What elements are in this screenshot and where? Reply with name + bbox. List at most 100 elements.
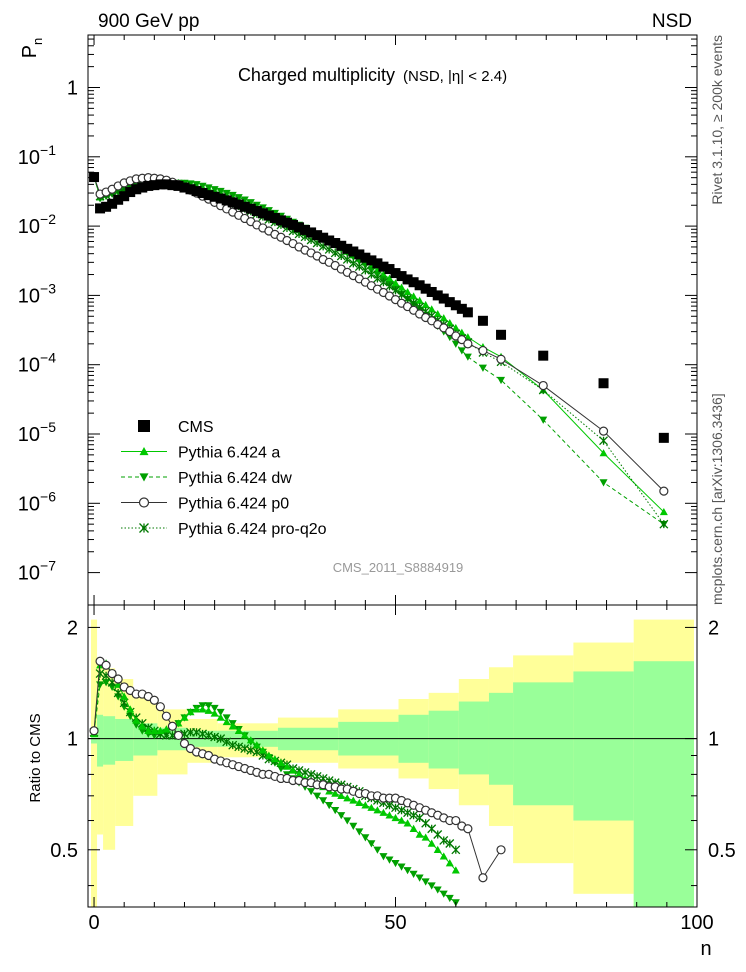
data-point: [367, 840, 376, 848]
total-uncertainty-band: [91, 619, 98, 907]
data-point: [372, 274, 382, 284]
data-point: [216, 713, 225, 721]
y-tick-label: 10−3: [18, 280, 56, 307]
data-point: [397, 283, 406, 291]
data-point: [179, 738, 190, 749]
data-point: [144, 726, 153, 734]
data-point: [361, 801, 370, 809]
data-point: [198, 182, 207, 190]
ratio-y-tick-label: 2: [67, 617, 78, 639]
data-point: [120, 692, 129, 700]
data-point: [330, 238, 341, 249]
y-tick-exponent: −5: [40, 419, 56, 435]
data-point: [409, 292, 418, 300]
data-point: [378, 261, 389, 272]
data-point: [240, 744, 250, 753]
data-point: [463, 353, 472, 361]
data-point: [439, 852, 448, 860]
data-point: [538, 350, 549, 361]
data-point: [342, 255, 352, 264]
data-point: [659, 519, 669, 529]
data-point: [343, 794, 352, 802]
data-point: [275, 215, 286, 226]
data-point: [125, 187, 136, 198]
data-point: [234, 726, 243, 734]
data-point: [349, 796, 358, 804]
y-tick-label: 1: [67, 78, 78, 100]
stat-uncertainty-band: [513, 682, 574, 806]
data-point: [150, 732, 159, 740]
data-point: [246, 736, 255, 744]
data-point: [337, 791, 346, 800]
data-point: [186, 708, 195, 716]
bottom-panel: 0.5 0.5 1 1 2 2 0 50 100 Ratio to CMS n: [27, 604, 736, 960]
data-point: [462, 307, 473, 318]
data-point: [138, 722, 147, 730]
data-point: [138, 497, 150, 508]
data-point: [263, 210, 274, 221]
data-point: [373, 806, 382, 814]
data-point: [385, 811, 394, 819]
legend-label: CMS: [178, 419, 214, 436]
data-point: [354, 262, 364, 272]
legend-label: Pythia 6.424 p0: [178, 496, 289, 513]
data-point: [325, 802, 334, 810]
data-point: [204, 706, 213, 714]
data-point: [331, 789, 340, 797]
ratio-y-tick-label-right: 1: [708, 729, 719, 751]
data-point: [257, 208, 268, 219]
data-point: [439, 890, 448, 898]
data-point: [658, 432, 669, 443]
data-point: [659, 507, 668, 516]
data-point: [444, 297, 455, 308]
ratio-y-label: Ratio to CMS: [27, 713, 44, 802]
stat-uncertainty-band: [115, 718, 134, 761]
data-point: [450, 300, 461, 311]
side-label-bottom: mcplots.cern.ch [arXiv:1306.3436]: [709, 393, 725, 605]
chart-subtitle: (NSD, |η| < 2.4): [403, 68, 507, 85]
data-point: [264, 751, 273, 759]
data-point: [445, 327, 455, 337]
data-point: [390, 268, 401, 279]
data-point: [191, 186, 202, 197]
data-point: [180, 713, 189, 721]
y-axis-label-subscript: n: [30, 38, 45, 45]
data-point: [240, 196, 249, 204]
data-point: [150, 726, 159, 734]
data-point: [408, 277, 419, 288]
y-tick-exponent: −4: [40, 350, 56, 366]
data-point: [198, 705, 207, 713]
data-point: [269, 212, 280, 223]
data-point: [451, 340, 460, 348]
data-point: [131, 184, 142, 195]
data-point: [313, 792, 322, 800]
stat-uncertainty-band: [633, 661, 694, 907]
data-point: [139, 523, 149, 533]
data-point: [306, 227, 317, 238]
series-cms: [89, 172, 669, 443]
data-point: [119, 698, 129, 708]
data-point: [101, 660, 111, 670]
data-point: [167, 180, 178, 191]
data-point: [439, 835, 449, 845]
data-point: [415, 296, 424, 304]
data-point: [173, 730, 184, 741]
data-point: [463, 824, 473, 834]
data-point: [427, 839, 436, 847]
data-point: [252, 741, 261, 749]
data-point: [403, 867, 412, 875]
data-point: [139, 473, 149, 482]
data-point: [295, 770, 304, 778]
watermark: CMS_2011_S8884919: [333, 560, 464, 575]
data-point: [179, 182, 190, 193]
ratio-y-tick-label: 1: [67, 729, 78, 751]
data-point: [239, 201, 250, 212]
data-point: [433, 309, 442, 318]
data-point: [282, 762, 291, 770]
data-point: [288, 219, 299, 230]
data-point: [234, 742, 244, 752]
data-point: [360, 252, 371, 263]
data-point: [496, 354, 506, 364]
data-point: [372, 258, 383, 269]
chart-title: Charged multiplicity: [238, 65, 395, 85]
